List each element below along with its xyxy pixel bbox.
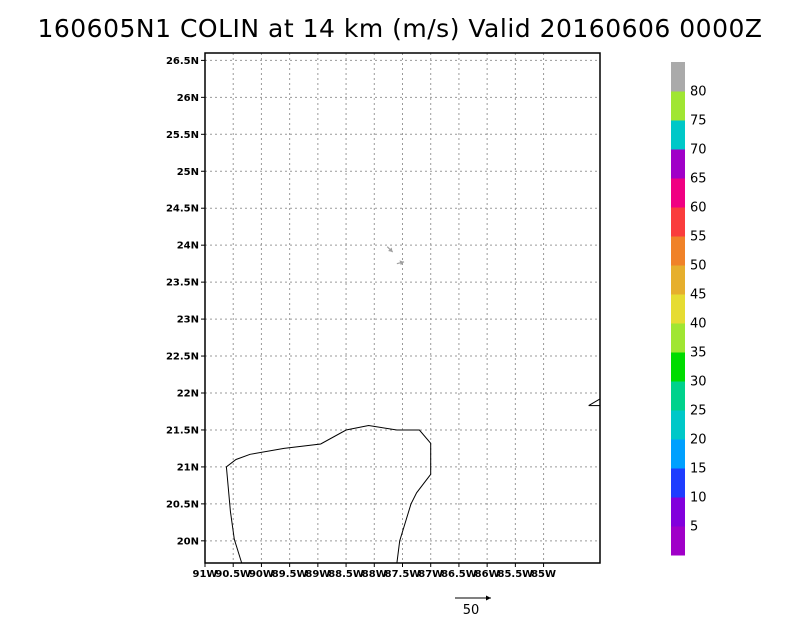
x-tick-label: 89.5W (272, 569, 308, 580)
colorbar-bin (671, 439, 685, 469)
y-tick-label: 22.5N (166, 352, 199, 363)
colorbar-bin (671, 207, 685, 237)
colorbar: 5 10 15 20 25 30 35 40 45 50 55 60 65 70 75 80 (671, 62, 707, 556)
x-tick-label: 88.5W (328, 569, 364, 580)
y-tick-label: 22N (177, 389, 199, 400)
chart-title: 160605N1 COLIN at 14 km (m/s) Valid 2016… (37, 14, 763, 43)
colorbar-bin (671, 381, 685, 411)
colorbar-label: 5 (690, 520, 698, 535)
y-tick-label: 20N (177, 536, 199, 547)
coastline (225, 424, 432, 564)
x-tick-label: 90.5W (215, 569, 251, 580)
x-tick-label: 91W (193, 569, 218, 580)
x-tick-label: 87W (418, 569, 443, 580)
colorbar-bin (671, 149, 685, 179)
colorbar-label: 70 (690, 143, 707, 158)
x-tick-label: 86.5W (441, 569, 477, 580)
colorbar-bin (671, 497, 685, 527)
y-tick-label: 24.5N (166, 204, 199, 215)
colorbar-label: 50 (690, 259, 707, 274)
colorbar-label: 75 (690, 114, 707, 129)
y-tick-label: 23N (177, 315, 199, 326)
colorbar-label: 55 (690, 230, 707, 245)
y-tick-label: 20.5N (166, 499, 199, 510)
colorbar-bin (671, 265, 685, 295)
colorbar-bin (671, 62, 685, 92)
colorbar-label: 10 (690, 491, 707, 506)
x-tick-label: 85.5W (498, 569, 534, 580)
colorbar-label: 80 (690, 85, 707, 100)
coastline (588, 398, 601, 407)
x-tick-label: 89W (305, 569, 330, 580)
y-tick-label: 25.5N (166, 130, 199, 141)
x-tick-label: 86W (475, 569, 500, 580)
y-tick-label: 26.5N (166, 56, 199, 67)
colorbar-bin (671, 526, 685, 556)
colorbar-bin (671, 120, 685, 150)
colorbar-bin (671, 352, 685, 382)
y-tick-label: 21.5N (166, 425, 199, 436)
colorbar-label: 60 (690, 201, 707, 216)
colorbar-bin (671, 468, 685, 498)
wind-vector (386, 246, 394, 253)
colorbar-bin (671, 410, 685, 440)
wind-vectors (386, 246, 405, 266)
colorbar-label: 35 (690, 346, 707, 361)
colorbar-bin (671, 294, 685, 324)
colorbar-bin (671, 323, 685, 353)
reference-vector-label: 50 (463, 603, 480, 618)
latitude-ticks: 26.5N 26N 25.5N 25N 24.5N 24N 23.5N 23N 22.5N 22N… (166, 56, 205, 547)
colorbar-bin (671, 91, 685, 121)
wind-vector (396, 260, 405, 266)
colorbar-bin (671, 178, 685, 208)
reference-vector: 50 (455, 595, 491, 618)
y-tick-label: 26N (177, 93, 199, 104)
colorbar-label: 65 (690, 172, 707, 187)
y-tick-label: 25N (177, 167, 199, 178)
colorbar-label: 20 (690, 433, 707, 448)
colorbar-label: 25 (690, 404, 707, 419)
grid-lines (205, 53, 600, 563)
x-tick-label: 90W (249, 569, 274, 580)
coastlines (225, 398, 601, 564)
colorbar-label: 30 (690, 375, 707, 390)
x-tick-label: 88W (362, 569, 387, 580)
colorbar-label: 15 (690, 462, 707, 477)
y-tick-label: 24N (177, 241, 199, 252)
y-tick-label: 23.5N (166, 278, 199, 289)
longitude-ticks: 91W90.5W90W89.5W89W88.5W88W87.5W87W86.5W… (193, 563, 556, 580)
x-tick-label: 85W (531, 569, 556, 580)
colorbar-bin (671, 236, 685, 266)
x-tick-label: 87.5W (385, 569, 421, 580)
y-tick-label: 21N (177, 462, 199, 473)
colorbar-label: 45 (690, 288, 707, 303)
colorbar-label: 40 (690, 317, 707, 332)
